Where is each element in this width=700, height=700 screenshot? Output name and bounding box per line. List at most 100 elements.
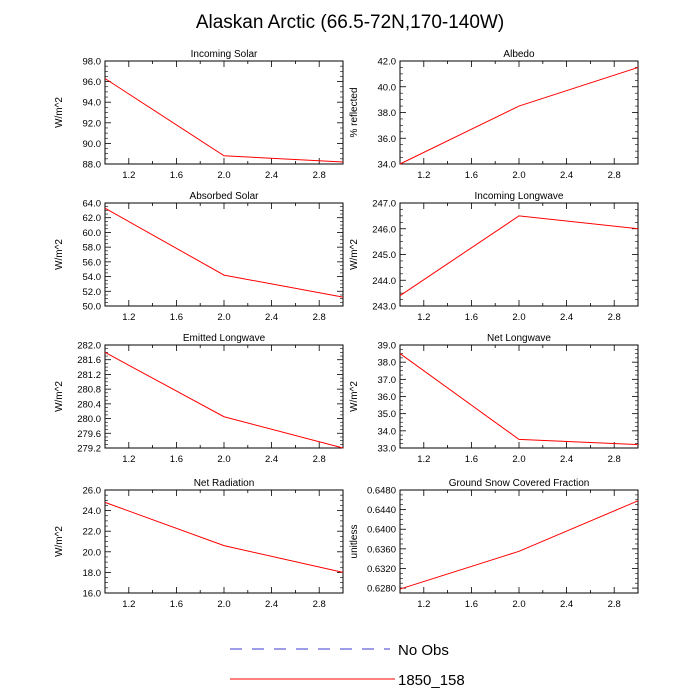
plot-frame (399, 489, 639, 594)
plot-frame (399, 344, 639, 449)
plot-frame (399, 60, 639, 165)
series-line (104, 78, 344, 163)
series-line (399, 353, 639, 446)
figure-title: Alaskan Arctic (66.5-72N,170-140W) (196, 12, 504, 33)
x-tick-label: 2.0 (512, 599, 525, 610)
y-tick-label: 52.0 (83, 287, 102, 298)
x-tick-label: 2.8 (313, 170, 326, 181)
series-line (399, 66, 639, 165)
panel-title: Incoming Solar (191, 49, 258, 60)
panel-title: Net Radiation (194, 478, 255, 489)
x-tick-label: 1.2 (417, 599, 430, 610)
x-tick-label: 2.4 (560, 312, 573, 323)
y-axis-label: W/m^2 (54, 239, 65, 270)
y-tick-label: 56.0 (83, 257, 102, 268)
y-tick-label: 20.0 (83, 547, 102, 558)
y-axis-label: unitless (349, 525, 360, 559)
x-tick-label: 2.4 (265, 312, 278, 323)
panel-1: Incoming Solar 1.2 1.6 2.0 2.4 2.8 88.0 90.0 92.… (54, 49, 344, 181)
y-tick-label: 243.0 (372, 302, 396, 313)
x-tick-label: 2.4 (560, 170, 573, 181)
x-tick-label: 2.0 (217, 599, 230, 610)
plot-frame (104, 60, 344, 165)
legend: No Obs 1850_158 (230, 642, 465, 689)
x-tick-label: 2.0 (217, 170, 230, 181)
x-tick-label: 1.2 (122, 454, 135, 465)
x-tick-label: 1.6 (465, 170, 478, 181)
y-tick-label: 279.2 (77, 444, 101, 455)
x-tick-label: 2.4 (265, 170, 278, 181)
y-tick-label: 88.0 (83, 160, 102, 171)
y-tick-label: 280.0 (77, 414, 101, 425)
x-tick-label: 1.2 (122, 170, 135, 181)
series-line (104, 207, 344, 298)
panel-title: Incoming Longwave (475, 191, 564, 202)
y-tick-label: 280.4 (77, 399, 101, 410)
y-tick-label: 247.0 (372, 199, 396, 210)
panel-title: Albedo (503, 49, 535, 60)
y-axis-label: W/m^2 (349, 381, 360, 412)
x-tick-label: 2.8 (313, 599, 326, 610)
x-tick-label: 1.2 (122, 312, 135, 323)
y-tick-label: 38.0 (378, 358, 397, 369)
y-tick-label: 96.0 (83, 77, 102, 88)
x-tick-label: 1.2 (417, 312, 430, 323)
y-tick-label: 34.0 (378, 426, 397, 437)
y-tick-label: 246.0 (372, 224, 396, 235)
panel-2: Albedo 1.2 1.6 2.0 2.4 2.8 34.0 36.0 38.0 40.0 42.… (349, 49, 639, 181)
y-tick-label: 60.0 (83, 228, 102, 239)
x-tick-label: 1.6 (170, 599, 183, 610)
panel-title: Absorbed Solar (190, 191, 260, 202)
y-tick-label: 0.6320 (367, 564, 396, 575)
x-tick-label: 2.0 (512, 312, 525, 323)
y-tick-label: 38.0 (378, 108, 397, 119)
y-axis-label: W/m^2 (54, 97, 65, 128)
y-tick-label: 40.0 (378, 82, 397, 93)
y-tick-label: 50.0 (83, 302, 102, 313)
x-tick-label: 2.8 (608, 170, 621, 181)
series-line (399, 500, 639, 590)
y-tick-label: 0.6360 (367, 544, 396, 555)
y-tick-label: 90.0 (83, 139, 102, 150)
y-tick-label: 0.6480 (367, 486, 396, 497)
x-tick-label: 1.2 (417, 170, 430, 181)
x-tick-label: 1.6 (170, 312, 183, 323)
y-tick-label: 22.0 (83, 527, 102, 538)
y-tick-label: 94.0 (83, 98, 102, 109)
x-tick-label: 1.2 (122, 599, 135, 610)
panel-title: Net Longwave (487, 333, 551, 344)
series-line (399, 215, 639, 297)
panel-7: Net Radiation 1.2 1.6 2.0 2.4 2.8 16.0 18.0 20.0… (54, 478, 344, 610)
plot-frame (104, 489, 344, 594)
y-tick-label: 62.0 (83, 213, 102, 224)
y-tick-label: 98.0 (83, 57, 102, 68)
x-tick-label: 2.4 (560, 454, 573, 465)
legend-label-1850-158: 1850_158 (398, 672, 465, 689)
x-tick-label: 2.0 (512, 454, 525, 465)
x-tick-label: 1.2 (417, 454, 430, 465)
legend-label-no-obs: No Obs (398, 642, 449, 659)
y-tick-label: 36.0 (378, 134, 397, 145)
x-tick-label: 2.8 (313, 454, 326, 465)
panel-4: Incoming Longwave 1.2 1.6 2.0 2.4 2.8 243.0 244… (349, 191, 639, 323)
y-tick-label: 0.6280 (367, 584, 396, 595)
plot-frame (399, 202, 639, 307)
y-tick-label: 244.0 (372, 276, 396, 287)
x-tick-label: 1.6 (465, 312, 478, 323)
y-tick-label: 279.6 (77, 429, 101, 440)
y-tick-label: 18.0 (83, 568, 102, 579)
x-tick-label: 1.6 (465, 599, 478, 610)
plot-frame (104, 344, 344, 449)
y-axis-label: % reflected (349, 87, 360, 137)
y-tick-label: 282.0 (77, 341, 101, 352)
y-tick-label: 280.8 (77, 385, 101, 396)
y-axis-label: W/m^2 (349, 239, 360, 270)
x-tick-label: 2.8 (313, 312, 326, 323)
y-tick-label: 42.0 (378, 57, 397, 68)
x-tick-label: 1.6 (465, 454, 478, 465)
plot-frame (104, 202, 344, 307)
x-tick-label: 2.8 (608, 599, 621, 610)
series-line (104, 351, 344, 449)
x-tick-label: 2.4 (265, 599, 278, 610)
